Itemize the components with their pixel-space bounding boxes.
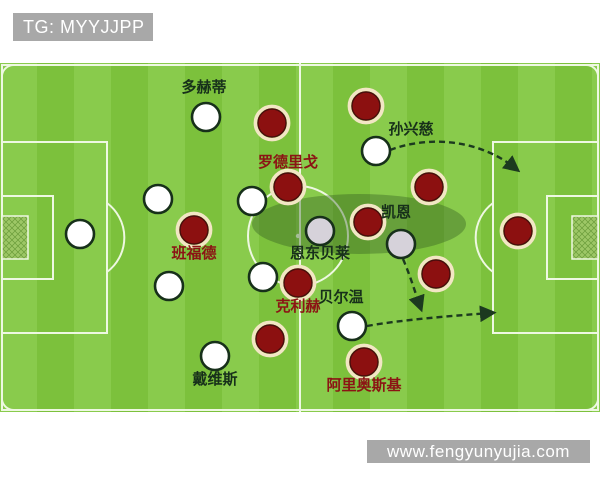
svg-text:恩东贝莱: 恩东贝莱 <box>290 244 350 262</box>
svg-text:克利赫: 克利赫 <box>275 297 320 315</box>
svg-text:多赫蒂: 多赫蒂 <box>181 78 226 96</box>
svg-text:贝尔温: 贝尔温 <box>318 288 363 306</box>
svg-text:孙兴慈: 孙兴慈 <box>388 120 433 138</box>
svg-text:阿里奥斯基: 阿里奥斯基 <box>326 376 402 394</box>
svg-text:班福德: 班福德 <box>171 244 216 262</box>
svg-text:凯恩: 凯恩 <box>381 203 411 221</box>
svg-text:戴维斯: 戴维斯 <box>192 370 237 388</box>
svg-text:罗德里戈: 罗德里戈 <box>258 153 318 171</box>
